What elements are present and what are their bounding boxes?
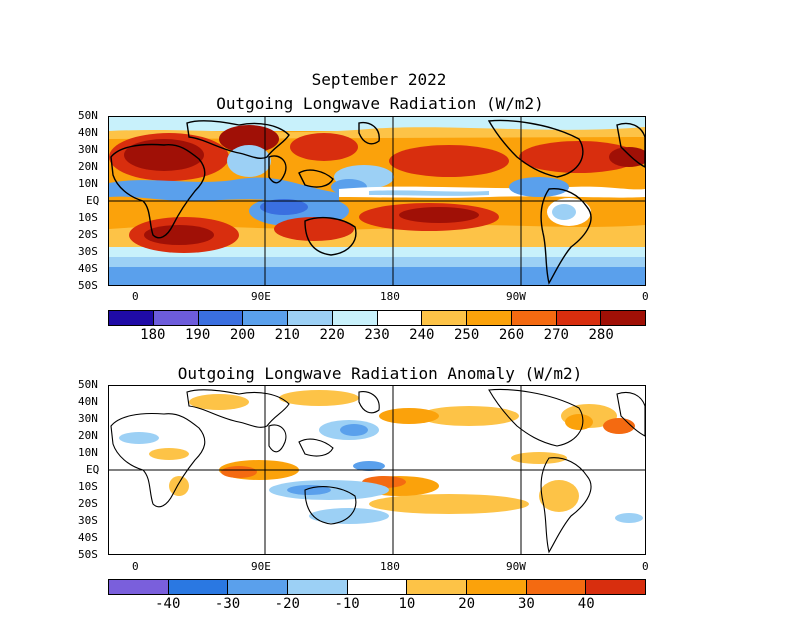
anomaly-map-title: Outgoing Longwave Radiation Anomaly (W/m… — [177, 364, 583, 383]
lon-label: 0 — [132, 560, 139, 573]
colorbar-swatch — [228, 580, 289, 594]
olr-colorbar — [108, 310, 646, 326]
lat-label: 30S — [78, 514, 98, 527]
lon-label: 180 — [380, 290, 400, 303]
lat-label: 50N — [78, 378, 98, 391]
colorbar-label: 210 — [274, 327, 300, 343]
olr-map-title: Outgoing Longwave Radiation (W/m2) — [216, 94, 544, 113]
lat-label: EQ — [86, 463, 100, 476]
lat-label: 20N — [78, 429, 98, 442]
lat-label: 10S — [78, 480, 98, 493]
colorbar-swatch — [601, 311, 645, 325]
lon-label: 180 — [380, 560, 400, 573]
lon-label: 0 — [132, 290, 139, 303]
lon-label: 90E — [251, 290, 271, 303]
colorbar-swatch — [347, 580, 408, 594]
lat-label: 50S — [78, 279, 98, 292]
colorbar-label: -10 — [334, 596, 360, 612]
colorbar-swatch — [243, 311, 288, 325]
lat-label: 20N — [78, 160, 98, 173]
lat-label: 40S — [78, 262, 98, 275]
lat-label: 10S — [78, 211, 98, 224]
colorbar-swatch — [109, 311, 154, 325]
colorbar-swatch — [467, 311, 512, 325]
lat-label: 30N — [78, 143, 98, 156]
colorbar-swatch — [526, 580, 587, 594]
colorbar-swatch — [467, 580, 527, 594]
colorbar-label: 200 — [229, 327, 256, 343]
lat-label: 20S — [78, 497, 98, 510]
lat-label: 40N — [78, 395, 98, 408]
colorbar-swatch — [198, 311, 244, 325]
lon-label: 0 — [642, 290, 649, 303]
colorbar-label: -30 — [214, 596, 241, 612]
colorbar-label: 180 — [140, 327, 166, 343]
colorbar-swatch — [168, 580, 229, 594]
olr-map-field — [109, 117, 645, 285]
lat-label: 50N — [78, 109, 98, 122]
lon-label: 90W — [506, 290, 526, 303]
colorbar-label: 240 — [409, 327, 435, 343]
colorbar-swatch — [377, 311, 423, 325]
colorbar-label: -20 — [274, 596, 300, 612]
lon-label: 90W — [506, 560, 526, 573]
lat-label: 10N — [78, 177, 98, 190]
colorbar-swatch — [586, 580, 646, 594]
lon-label: 0 — [642, 560, 649, 573]
colorbar-label: 260 — [498, 327, 525, 343]
lat-label: 30S — [78, 245, 98, 258]
lon-label: 90E — [251, 560, 271, 573]
lat-label: 10N — [78, 446, 98, 459]
colorbar-label: 270 — [543, 327, 569, 343]
lat-label: EQ — [86, 194, 100, 207]
colorbar-label: 230 — [364, 327, 390, 343]
anomaly-map — [108, 385, 646, 555]
colorbar-swatch — [109, 580, 169, 594]
colorbar-swatch — [288, 580, 348, 594]
colorbar-swatch — [332, 311, 378, 325]
colorbar-label: 30 — [518, 596, 535, 612]
anomaly-colorbar — [108, 579, 646, 595]
lat-label: 50S — [78, 548, 98, 561]
colorbar-label: 10 — [398, 596, 416, 612]
colorbar-swatch — [511, 311, 557, 325]
colorbar-label: 220 — [319, 327, 345, 343]
colorbar-label: 250 — [454, 327, 480, 343]
colorbar-swatch — [288, 311, 333, 325]
colorbar-swatch — [556, 311, 602, 325]
colorbar-label: 190 — [185, 327, 211, 343]
olr-map — [108, 116, 646, 286]
lat-label: 40N — [78, 126, 98, 139]
colorbar-label: 280 — [588, 327, 614, 343]
lat-label: 30N — [78, 412, 98, 425]
lat-label: 40S — [78, 531, 98, 544]
colorbar-label: 20 — [458, 596, 476, 612]
main-title: September 2022 — [311, 70, 447, 89]
colorbar-swatch — [153, 311, 199, 325]
colorbar-swatch — [422, 311, 467, 325]
colorbar-label: -40 — [155, 596, 181, 612]
colorbar-label: 40 — [577, 596, 595, 612]
colorbar-swatch — [407, 580, 468, 594]
lat-label: 20S — [78, 228, 98, 241]
anomaly-map-field — [109, 386, 645, 554]
